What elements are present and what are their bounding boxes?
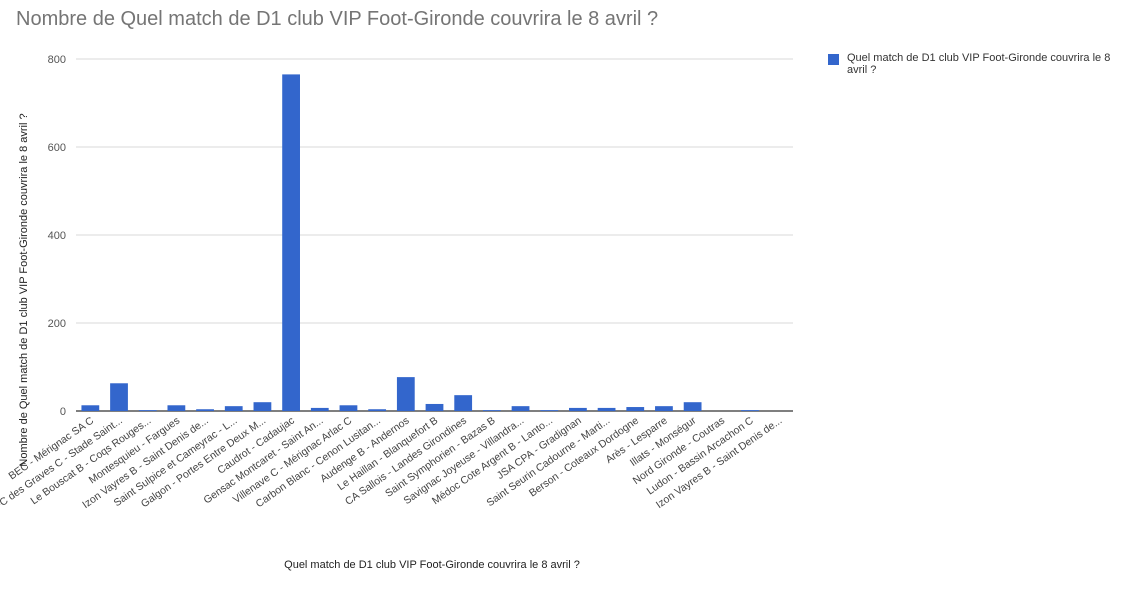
bar[interactable] xyxy=(167,405,186,411)
bar[interactable] xyxy=(224,406,243,411)
bar[interactable] xyxy=(683,402,702,411)
bar[interactable] xyxy=(626,407,645,411)
y-axis-title: Nombre de Quel match de D1 club VIP Foot… xyxy=(18,113,30,466)
y-tick-label: 0 xyxy=(60,406,66,418)
legend-label: Quel match de D1 club VIP Foot-Gironde c… xyxy=(847,52,1111,76)
chart-title: Nombre de Quel match de D1 club VIP Foot… xyxy=(16,8,659,30)
bar[interactable] xyxy=(81,405,100,411)
bar[interactable] xyxy=(253,402,272,411)
bar[interactable] xyxy=(282,74,300,412)
bar[interactable] xyxy=(511,406,530,411)
bar[interactable] xyxy=(110,383,128,411)
gridlines xyxy=(76,58,793,412)
bar[interactable] xyxy=(540,410,559,411)
bar[interactable] xyxy=(741,410,759,411)
y-tick-label: 800 xyxy=(48,54,66,66)
y-tick-label: 400 xyxy=(48,230,66,242)
bar[interactable] xyxy=(339,405,358,411)
legend: Quel match de D1 club VIP Foot-Gironde c… xyxy=(828,52,1128,76)
x-axis-title: Quel match de D1 club VIP Foot-Gironde c… xyxy=(284,559,580,571)
bar[interactable] xyxy=(569,407,587,411)
bar[interactable] xyxy=(655,406,673,411)
bar[interactable] xyxy=(396,377,415,411)
bar[interactable] xyxy=(425,403,444,411)
y-tick-label: 200 xyxy=(48,318,66,330)
bar[interactable] xyxy=(368,409,387,411)
bar[interactable] xyxy=(597,407,616,411)
bars xyxy=(81,74,759,412)
legend-swatch xyxy=(828,54,839,65)
bar[interactable] xyxy=(454,395,473,411)
bar[interactable] xyxy=(138,410,157,411)
bar[interactable] xyxy=(196,409,214,411)
y-tick-label: 600 xyxy=(48,142,66,154)
bar[interactable] xyxy=(310,407,329,411)
y-tick-labels: 0 200 400 600 800 xyxy=(48,54,66,418)
x-tick-labels: BEC - Mérignac SA CFC des Graves C - Sta… xyxy=(0,414,784,512)
bar[interactable] xyxy=(482,410,501,411)
